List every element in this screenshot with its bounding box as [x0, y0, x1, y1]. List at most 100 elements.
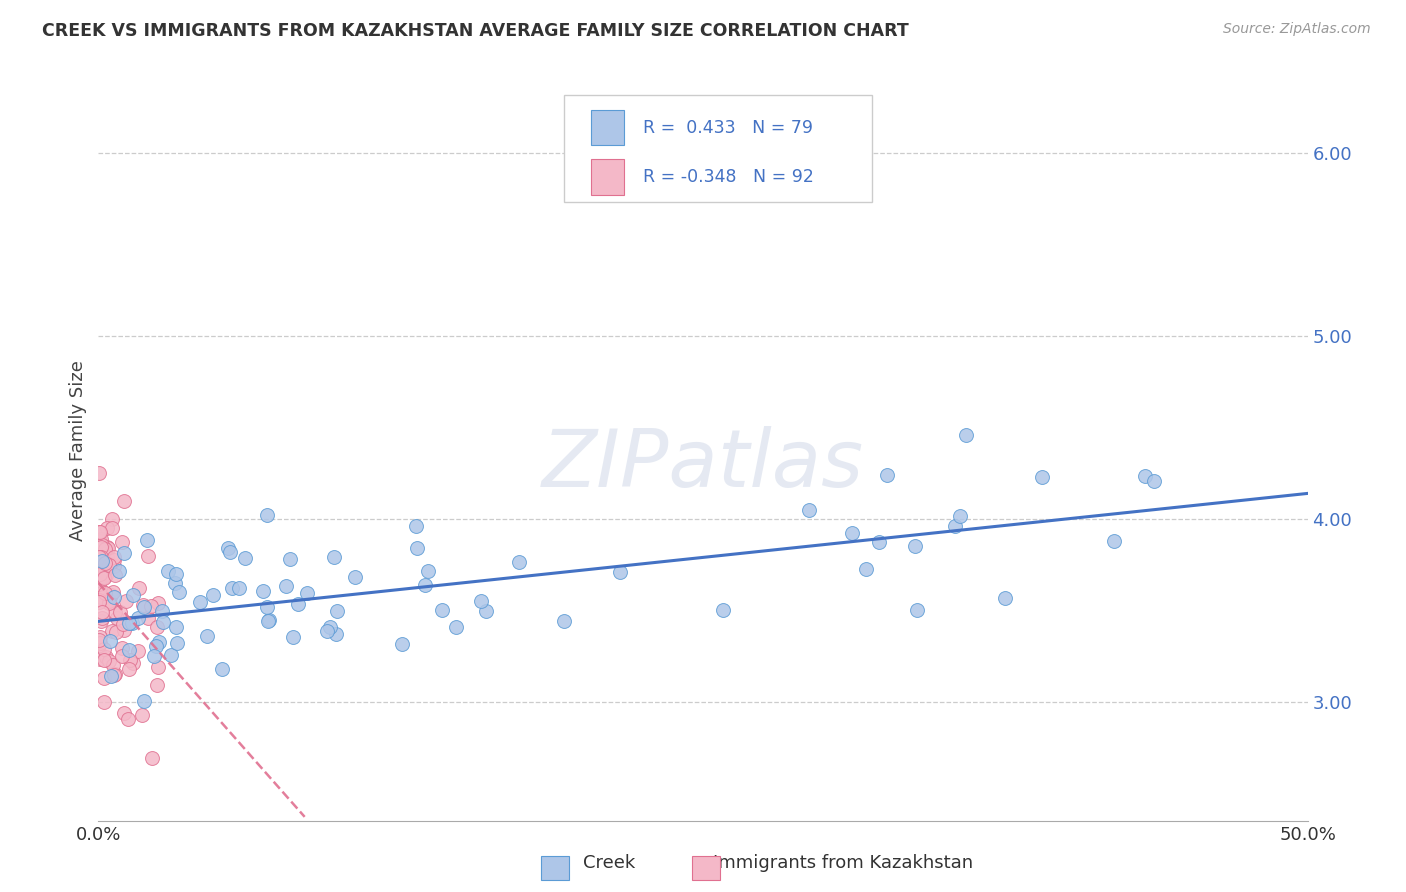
- Point: [91, 585, 114, 599]
- Point: [94, 586, 117, 600]
- Point: [90, 591, 112, 605]
- Point: [96, 557, 118, 571]
- Point: [94, 541, 117, 556]
- Point: [319, 619, 342, 633]
- Point: [104, 567, 127, 582]
- Point: [93, 553, 115, 567]
- Point: [120, 653, 142, 667]
- Point: [281, 630, 304, 644]
- Point: [903, 539, 925, 553]
- Point: [90, 605, 112, 619]
- Point: [949, 508, 972, 523]
- Point: [165, 576, 187, 591]
- Point: [287, 597, 309, 611]
- Point: [90, 540, 112, 554]
- Text: R = -0.348   N = 92: R = -0.348 N = 92: [643, 169, 814, 186]
- Point: [103, 550, 125, 565]
- Point: [89, 567, 111, 582]
- Y-axis label: Average Family Size: Average Family Size: [69, 360, 87, 541]
- Point: [955, 428, 977, 442]
- Point: [418, 564, 440, 578]
- Point: [96, 549, 118, 564]
- Point: [103, 558, 125, 573]
- Point: [121, 616, 143, 631]
- Point: [188, 595, 211, 609]
- Point: [93, 671, 115, 685]
- Point: [96, 568, 118, 582]
- Point: [122, 588, 145, 602]
- Point: [322, 550, 344, 565]
- Text: CREEK VS IMMIGRANTS FROM KAZAKHSTAN AVERAGE FAMILY SIZE CORRELATION CHART: CREEK VS IMMIGRANTS FROM KAZAKHSTAN AVER…: [42, 22, 908, 40]
- Point: [868, 535, 890, 549]
- Point: [89, 533, 111, 548]
- Point: [107, 564, 129, 578]
- Point: [295, 586, 318, 600]
- FancyBboxPatch shape: [591, 110, 624, 145]
- Point: [101, 512, 124, 526]
- Point: [146, 678, 169, 692]
- Point: [89, 652, 111, 666]
- Point: [141, 751, 163, 765]
- Point: [219, 545, 242, 559]
- Point: [315, 624, 337, 639]
- Point: [100, 520, 122, 534]
- Point: [98, 594, 121, 608]
- Point: [111, 616, 134, 631]
- Point: [96, 541, 118, 555]
- Point: [344, 570, 367, 584]
- Point: [276, 579, 298, 593]
- Point: [855, 562, 877, 576]
- Point: [103, 667, 125, 681]
- Point: [87, 524, 110, 539]
- FancyBboxPatch shape: [591, 160, 624, 195]
- Point: [136, 549, 159, 563]
- Point: [93, 571, 115, 585]
- Point: [89, 573, 111, 587]
- Text: Immigrants from Kazakhstan: Immigrants from Kazakhstan: [713, 855, 973, 872]
- Point: [132, 599, 155, 613]
- Point: [252, 583, 274, 598]
- Point: [391, 637, 413, 651]
- Point: [201, 588, 224, 602]
- Point: [100, 668, 122, 682]
- Point: [93, 564, 115, 578]
- Point: [111, 649, 134, 664]
- Point: [405, 541, 427, 555]
- Point: [89, 636, 111, 650]
- Point: [405, 518, 427, 533]
- Point: [470, 593, 492, 607]
- Point: [211, 662, 233, 676]
- FancyBboxPatch shape: [564, 95, 872, 202]
- Point: [93, 694, 115, 708]
- Point: [197, 628, 219, 642]
- Point: [159, 648, 181, 663]
- Point: [876, 468, 898, 483]
- Point: [103, 657, 125, 672]
- Point: [87, 593, 110, 607]
- Point: [104, 605, 127, 619]
- Point: [142, 648, 165, 663]
- Point: [115, 594, 138, 608]
- Point: [98, 557, 121, 571]
- Point: [257, 615, 280, 629]
- Point: [101, 585, 124, 599]
- Point: [89, 595, 111, 609]
- Point: [97, 541, 120, 556]
- Point: [87, 549, 110, 564]
- Point: [122, 656, 145, 670]
- Point: [111, 641, 134, 656]
- Point: [112, 493, 135, 508]
- Text: Creek: Creek: [583, 855, 636, 872]
- Point: [89, 630, 111, 644]
- Point: [87, 581, 110, 595]
- Point: [128, 581, 150, 595]
- Point: [233, 551, 256, 566]
- Point: [90, 532, 112, 546]
- Point: [1031, 469, 1053, 483]
- Point: [117, 712, 139, 726]
- Point: [150, 604, 173, 618]
- Point: [228, 581, 250, 595]
- Point: [1104, 533, 1126, 548]
- Point: [103, 590, 125, 604]
- Point: [799, 502, 821, 516]
